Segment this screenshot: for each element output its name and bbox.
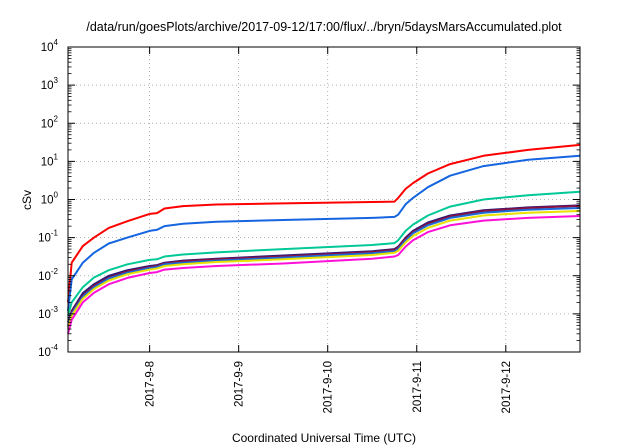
axis-ticks	[68, 46, 580, 353]
y-tick-label: 10-2	[38, 267, 58, 283]
x-tick-labels: 2017-9-8 2017-9-9 2017-9-10 2017-9-11 2017-9…	[145, 361, 513, 413]
y-tick-label: 103	[41, 76, 59, 92]
y-tick-label: 100	[41, 191, 59, 207]
series-line	[67, 204, 581, 323]
y-tick-labels: 10-4 10-3 10-2 10-1 100 101 102 103 104	[38, 38, 58, 359]
x-tick-label: 2017-9-9	[234, 361, 246, 407]
series-line	[67, 154, 581, 312]
x-tick-label: 2017-9-11	[412, 361, 424, 413]
y-tick-label: 10-3	[38, 305, 58, 321]
x-axis-label: Coordinated Universal Time (UTC)	[232, 431, 416, 445]
y-axis-label: cSv	[20, 190, 34, 210]
series-line	[67, 143, 581, 303]
series-line	[67, 215, 581, 335]
y-tick-label: 102	[41, 114, 59, 130]
y-tick-label: 10-1	[38, 229, 58, 245]
y-tick-label: 104	[41, 38, 59, 54]
series-lines	[67, 143, 581, 335]
y-tick-label: 10-4	[38, 343, 58, 359]
x-tick-label: 2017-9-10	[323, 361, 335, 413]
x-tick-label: 2017-9-12	[501, 361, 513, 413]
y-tick-label: 101	[41, 152, 59, 168]
series-line	[67, 207, 581, 328]
chart-title: /data/run/goesPlots/archive/2017-09-12/1…	[86, 20, 562, 34]
grid-lines	[68, 47, 580, 352]
series-line	[67, 210, 581, 330]
series-line	[67, 190, 581, 316]
x-tick-label: 2017-9-8	[145, 361, 157, 407]
series-line	[67, 204, 581, 326]
